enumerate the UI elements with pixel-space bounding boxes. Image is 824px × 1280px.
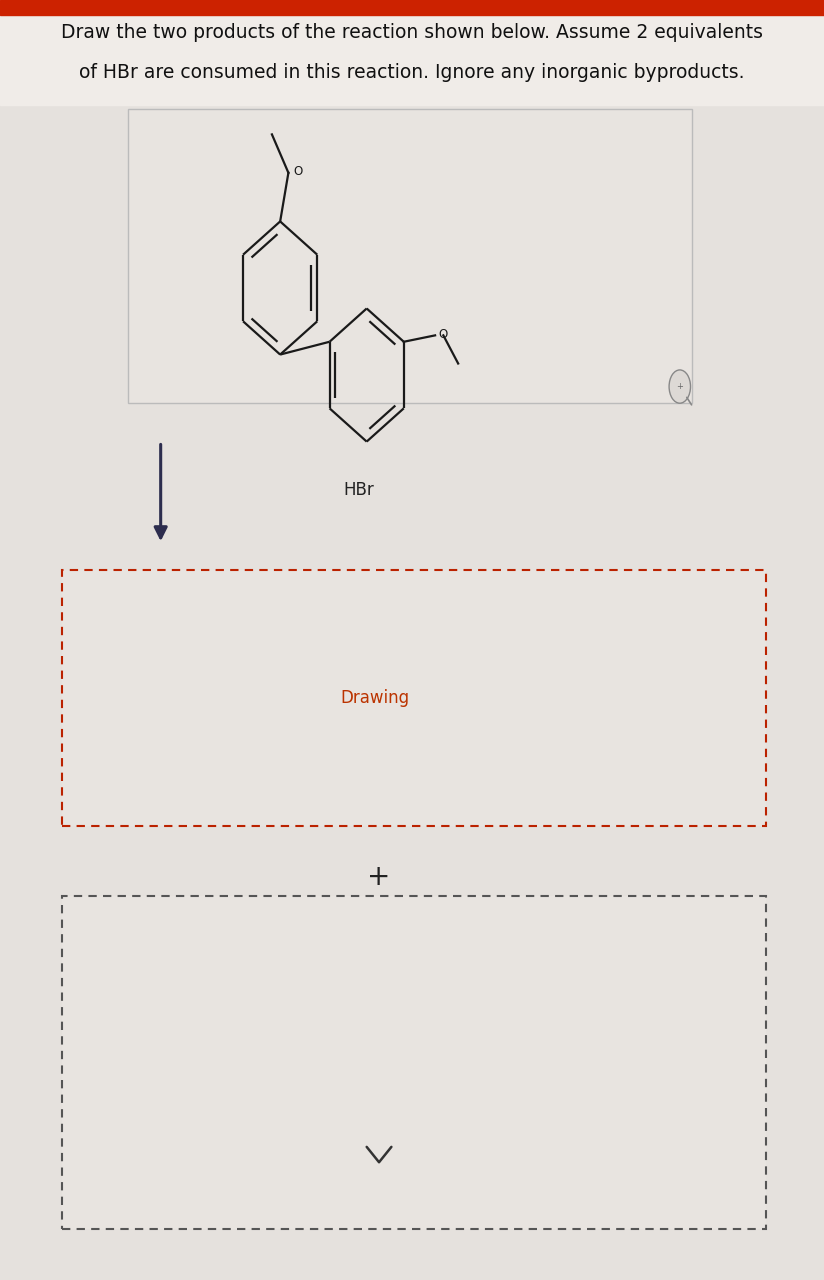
Bar	[0, 0, 824, 15]
Text: of HBr are consumed in this reaction. Ignore any inorganic byproducts.: of HBr are consumed in this reaction. Ig…	[79, 64, 745, 82]
Text: +: +	[368, 863, 391, 891]
Text: HBr: HBr	[343, 481, 374, 499]
Text: O: O	[438, 328, 447, 340]
Text: +: +	[677, 381, 683, 392]
Bar	[62, 896, 766, 1229]
Circle shape	[669, 370, 691, 403]
Bar	[62, 570, 766, 826]
Bar	[0, 0, 824, 105]
Text: Draw the two products of the reaction shown below. Assume 2 equivalents: Draw the two products of the reaction sh…	[61, 23, 763, 41]
Bar	[128, 109, 692, 403]
Text: O: O	[293, 165, 302, 178]
Text: Drawing: Drawing	[340, 689, 410, 707]
